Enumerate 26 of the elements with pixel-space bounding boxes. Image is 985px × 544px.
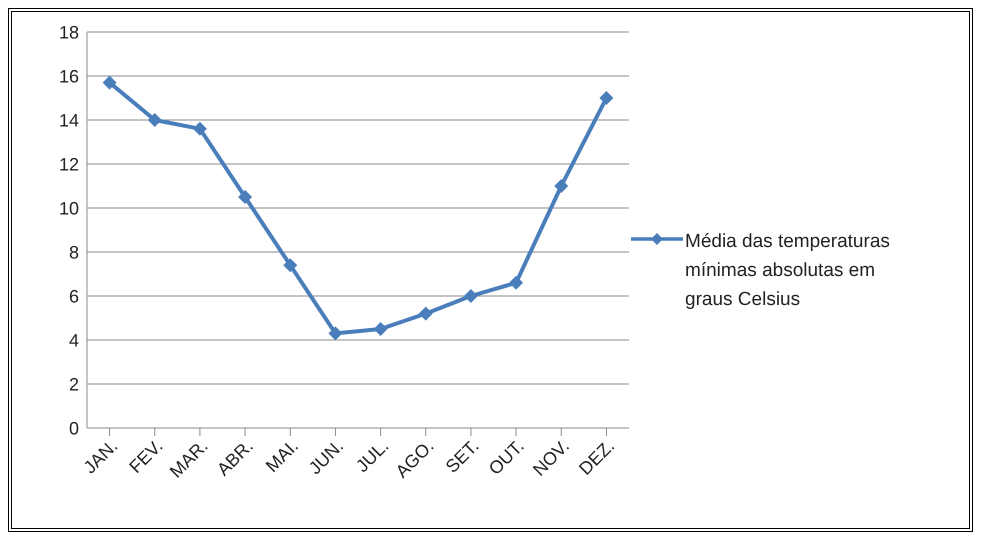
y-tick-label: 4 (68, 330, 79, 350)
legend-label: Média das temperaturas mínimas absolutas em graus Celsius (685, 230, 891, 312)
point (418, 306, 433, 321)
y-tick-label: 18 (58, 22, 79, 42)
point (148, 113, 162, 127)
y-tick-label: 0 (68, 418, 79, 438)
point (283, 258, 298, 272)
point (554, 179, 568, 193)
y-tick-label: 6 (68, 286, 79, 306)
point (102, 76, 117, 90)
x-tick-label: JAN. (80, 436, 122, 478)
point (374, 322, 388, 336)
y-tick-label: 12 (58, 154, 79, 174)
x-tick-label: MAI. (262, 436, 302, 476)
point (599, 91, 614, 105)
y-tick-label: 16 (58, 66, 79, 86)
point (328, 326, 342, 340)
point (464, 289, 478, 303)
point (192, 122, 207, 136)
y-tick-label: 10 (58, 198, 79, 218)
point (238, 190, 252, 204)
point (509, 276, 524, 290)
x-tick-label: JUL. (352, 436, 392, 476)
y-tick-label: 2 (68, 374, 79, 394)
y-tick-label: 8 (68, 242, 79, 262)
y-tick-label: 14 (58, 110, 79, 130)
